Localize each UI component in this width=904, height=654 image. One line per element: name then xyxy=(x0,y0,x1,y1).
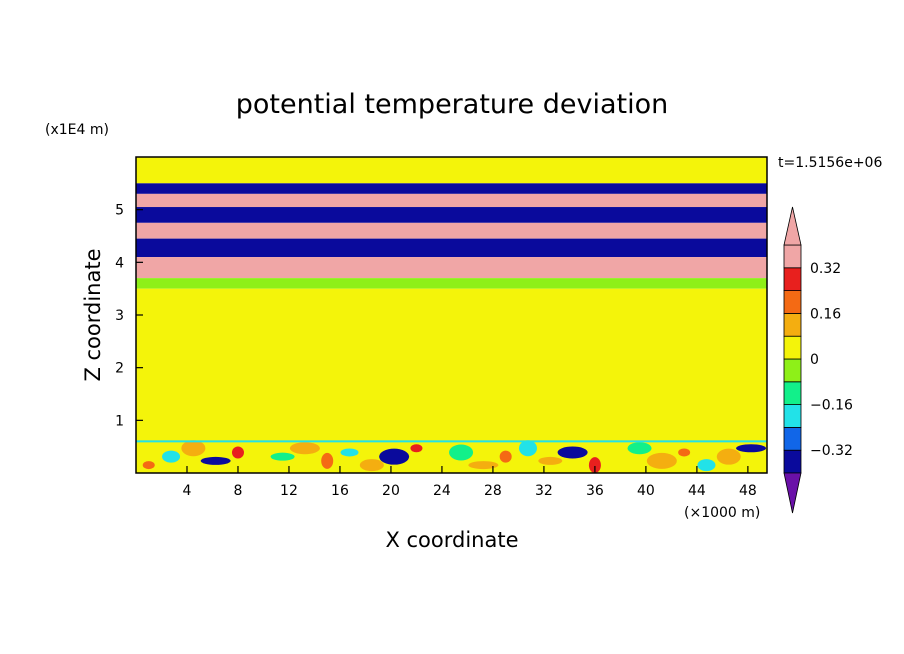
surface-patch-8 xyxy=(321,452,334,469)
surface-patch-20 xyxy=(588,457,601,473)
field-band-2 xyxy=(136,193,767,208)
colorbar-box-1 xyxy=(783,426,802,451)
colorbar-label: 0.16 xyxy=(810,306,841,322)
field-band-8 xyxy=(136,288,767,442)
surface-patch-10 xyxy=(359,459,384,472)
field-band-3 xyxy=(136,207,767,223)
colorbar-label: −0.32 xyxy=(810,443,853,459)
surface-patch-13 xyxy=(429,454,448,467)
colorbar-box-3 xyxy=(783,381,802,405)
y-tick-label: 3 xyxy=(115,308,124,324)
x-tick-label: 40 xyxy=(637,483,655,499)
colorbar-box-2 xyxy=(783,404,802,428)
x-tick-label: 12 xyxy=(280,483,298,499)
colorbar-box-4 xyxy=(783,358,802,383)
surface-patch-19 xyxy=(557,446,588,459)
x-tick-label: 48 xyxy=(739,483,757,499)
field-band-7 xyxy=(136,278,767,289)
x-tick-label: 8 xyxy=(234,483,243,499)
y-axis: 1 2 3 4 5 xyxy=(115,203,143,429)
surface-patch-23 xyxy=(646,452,677,469)
surface-patch-25 xyxy=(697,459,716,472)
x-tick-label: 36 xyxy=(586,483,604,499)
field-band-6 xyxy=(136,257,767,279)
field-band-1 xyxy=(136,183,767,194)
colorbar-box-7 xyxy=(783,290,802,314)
y-axis-label: Z coordinate xyxy=(81,248,105,381)
boundary-line xyxy=(136,440,767,443)
colorbar-label: −0.16 xyxy=(810,398,853,414)
surface-patch-21 xyxy=(608,452,627,461)
surface-patch-27 xyxy=(736,444,767,453)
x-tick-label: 20 xyxy=(382,483,400,499)
plot-area xyxy=(136,157,767,473)
y-tick-label: 1 xyxy=(115,413,124,429)
y-tick-label: 2 xyxy=(115,361,124,377)
x-tick-label: 4 xyxy=(183,483,192,499)
surface-patch-15 xyxy=(468,461,499,470)
surface-patch-2 xyxy=(181,440,206,457)
x-tick-label: 16 xyxy=(331,483,349,499)
surface-patch-14 xyxy=(449,444,474,461)
colorbar-box-8 xyxy=(783,267,802,291)
y-tick-label: 5 xyxy=(115,203,124,219)
colorbar-top-arrow xyxy=(783,206,802,246)
surface-patch-3 xyxy=(200,456,231,465)
y-tick-label: 4 xyxy=(115,255,124,271)
surface-patch-22 xyxy=(627,442,652,455)
surface-patch-12 xyxy=(410,444,423,453)
surface-patch-0 xyxy=(142,461,155,470)
surface-patch-9 xyxy=(340,448,359,457)
colorbar-bottom-arrow xyxy=(783,472,802,514)
x-axis-label: X coordinate xyxy=(385,528,518,552)
colorbar-box-6 xyxy=(783,312,802,337)
colorbar-box-9 xyxy=(783,244,802,269)
surface-patch-16 xyxy=(499,450,512,463)
surface-patch-6 xyxy=(270,452,295,461)
colorbar-box-0 xyxy=(783,449,802,474)
field-band-5 xyxy=(136,238,767,258)
surface-patch-24 xyxy=(678,448,691,457)
colorbar: 0.32 0.16 0 −0.16 −0.32 xyxy=(783,206,853,514)
x-tick-label: 44 xyxy=(688,483,706,499)
time-label: t=1.5156e+06 xyxy=(778,155,882,171)
x-unit-label: (×1000 m) xyxy=(684,505,760,521)
colorbar-box-5 xyxy=(783,335,802,360)
surface-patch-26 xyxy=(716,448,741,465)
colorbar-label: 0 xyxy=(810,352,819,368)
chart-title: potential temperature deviation xyxy=(236,89,668,120)
x-tick-label: 28 xyxy=(484,483,502,499)
surface-patch-7 xyxy=(289,442,320,455)
x-tick-label: 32 xyxy=(535,483,553,499)
surface-patch-18 xyxy=(538,456,563,465)
surface-patch-5 xyxy=(251,457,270,473)
x-axis: 4 8 12 16 20 24 28 32 36 40 44 48 xyxy=(183,466,757,499)
surface-patch-1 xyxy=(162,450,181,463)
y-unit-label: (x1E4 m) xyxy=(45,122,109,138)
x-tick-label: 24 xyxy=(433,483,451,499)
field-band-4 xyxy=(136,222,767,239)
colorbar-label: 0.32 xyxy=(810,261,841,277)
field-band-0 xyxy=(136,157,767,184)
surface-patch-4 xyxy=(231,446,244,459)
surface-patch-17 xyxy=(518,440,537,457)
surface-patch-11 xyxy=(379,448,410,465)
